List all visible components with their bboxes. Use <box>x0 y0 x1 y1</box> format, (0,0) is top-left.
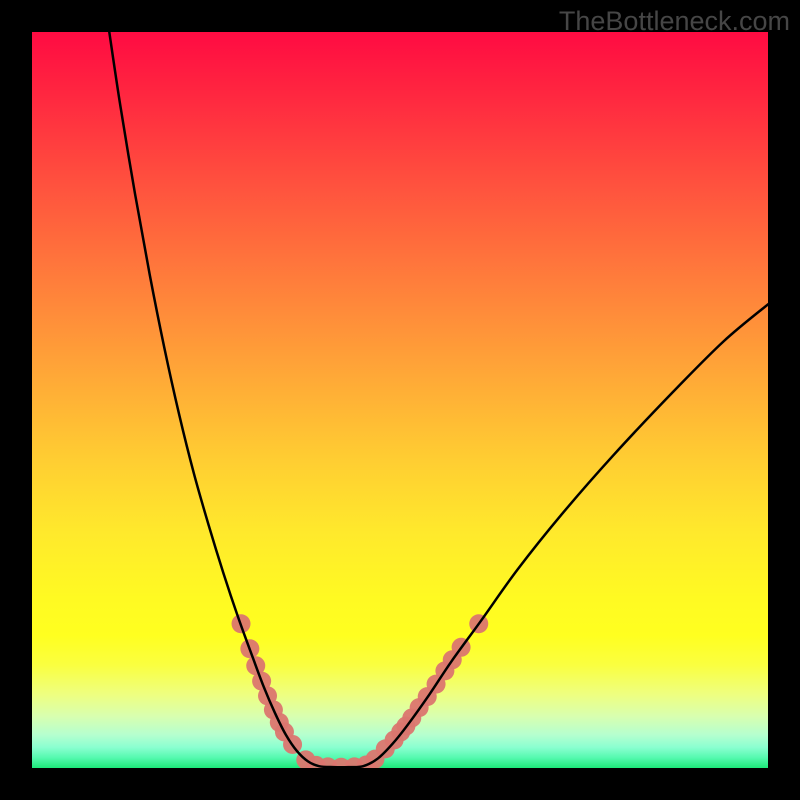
chart-root: TheBottleneck.com <box>0 0 800 800</box>
plot-area <box>32 32 768 768</box>
data-dots-group <box>232 614 489 768</box>
watermark-text: TheBottleneck.com <box>559 6 790 37</box>
curve-layer <box>32 32 768 768</box>
bottleneck-curve <box>109 32 768 767</box>
